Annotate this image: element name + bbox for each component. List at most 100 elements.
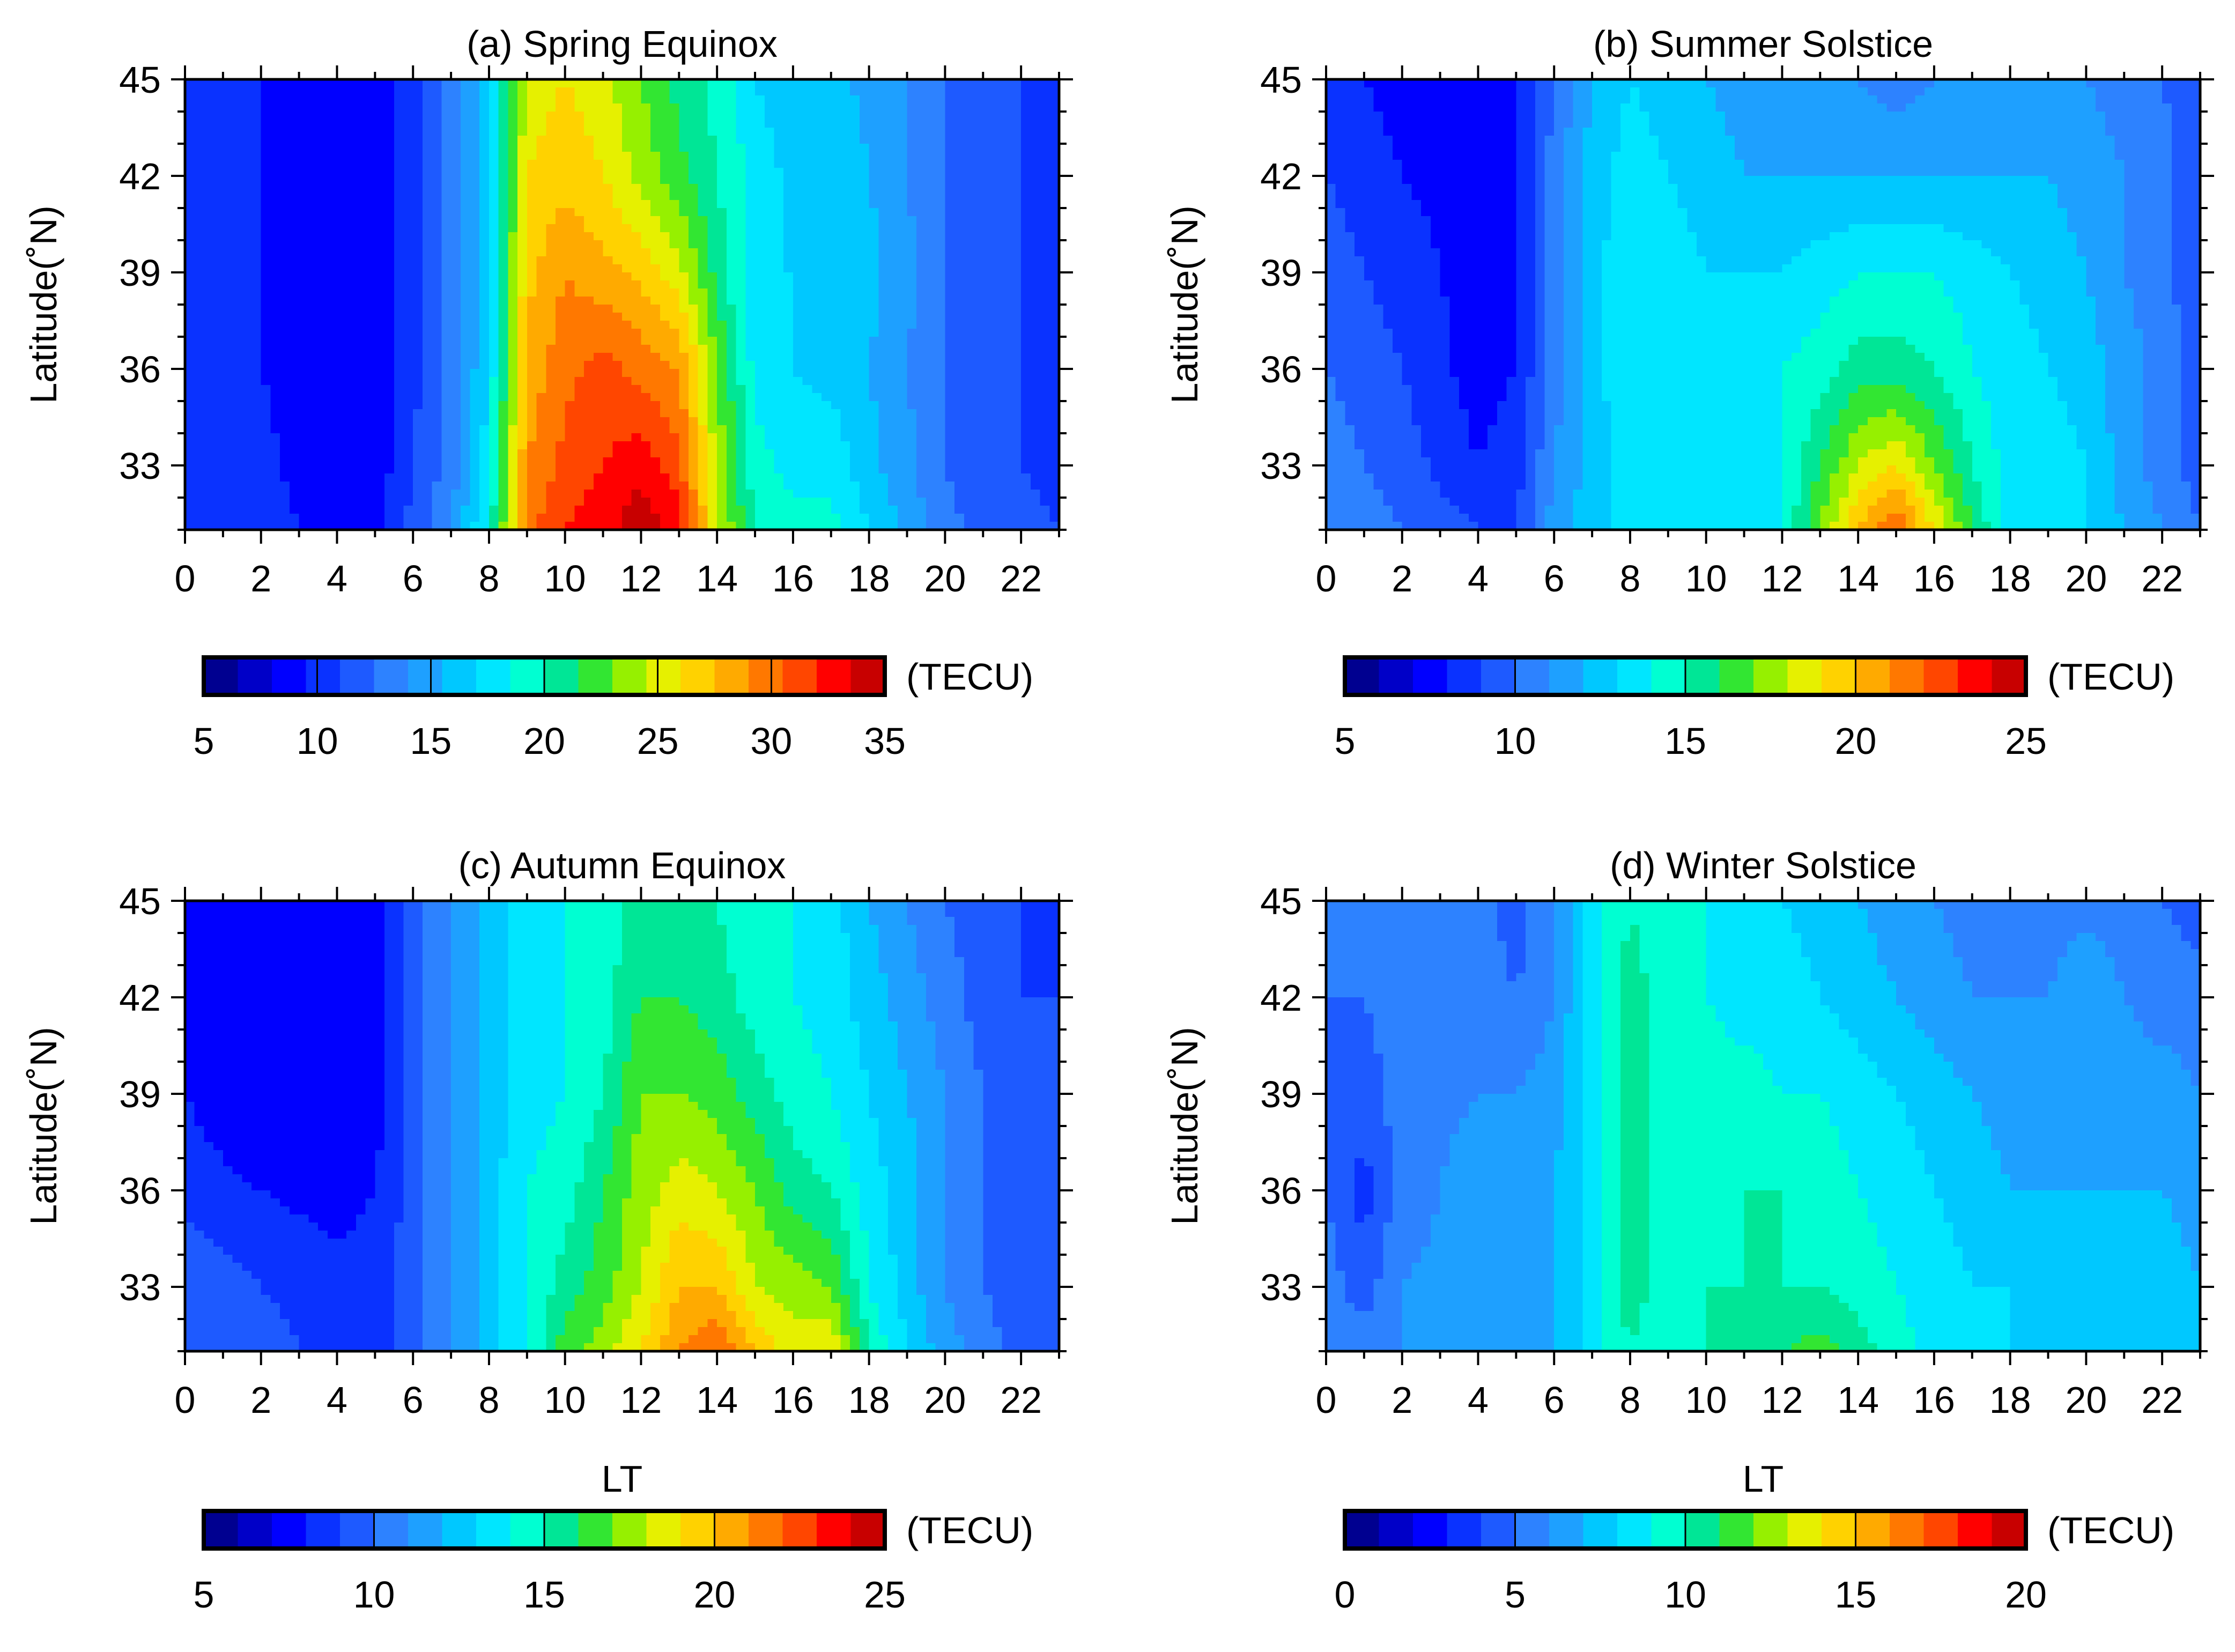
heatmap-cell bbox=[964, 176, 974, 184]
heatmap-cell bbox=[527, 353, 537, 361]
heatmap-cell bbox=[878, 224, 889, 233]
heatmap-cell bbox=[270, 449, 280, 458]
heatmap-cell bbox=[641, 297, 651, 305]
heatmap-cell bbox=[470, 184, 480, 192]
heatmap-cell bbox=[774, 441, 784, 450]
heatmap-cell bbox=[337, 441, 347, 450]
heatmap-cell bbox=[736, 506, 746, 514]
heatmap-cell bbox=[375, 144, 385, 152]
heatmap-cell bbox=[973, 144, 984, 152]
heatmap-cell bbox=[736, 184, 746, 192]
heatmap-cell bbox=[954, 345, 965, 353]
heatmap-cell bbox=[356, 481, 366, 490]
heatmap-cell bbox=[745, 232, 756, 241]
heatmap-cell bbox=[973, 369, 984, 377]
heatmap-cell bbox=[546, 144, 556, 152]
heatmap-cell bbox=[318, 176, 328, 184]
heatmap-cell bbox=[907, 128, 917, 136]
heatmap-cell bbox=[365, 136, 376, 144]
heatmap-cell bbox=[755, 136, 765, 144]
heatmap-cell bbox=[850, 425, 860, 434]
heatmap-cell bbox=[1049, 449, 1060, 458]
heatmap-cell bbox=[479, 176, 490, 184]
heatmap-cell bbox=[318, 160, 328, 168]
heatmap-cell bbox=[812, 79, 822, 88]
heatmap-cell bbox=[1021, 103, 1031, 112]
heatmap-cell bbox=[365, 264, 376, 273]
heatmap-cell bbox=[318, 441, 328, 450]
heatmap-cell bbox=[261, 490, 271, 498]
heatmap-cell bbox=[907, 168, 917, 176]
heatmap-cell bbox=[850, 417, 860, 426]
heatmap-cell bbox=[527, 103, 537, 112]
heatmap-cell bbox=[194, 481, 205, 490]
heatmap-cell bbox=[593, 490, 604, 498]
heatmap-cell bbox=[422, 473, 433, 482]
heatmap-cell bbox=[1049, 144, 1060, 152]
heatmap-cell bbox=[251, 514, 262, 522]
heatmap-cell bbox=[308, 457, 319, 466]
heatmap-cell bbox=[603, 112, 613, 120]
heatmap-cell bbox=[916, 232, 927, 241]
heatmap-cell bbox=[394, 288, 404, 297]
heatmap-cell bbox=[783, 288, 794, 297]
heatmap-cell bbox=[574, 337, 584, 345]
heatmap-cell bbox=[954, 433, 965, 442]
heatmap-cell bbox=[641, 232, 651, 241]
heatmap-cell bbox=[622, 321, 632, 329]
heatmap-cell bbox=[422, 224, 433, 233]
heatmap-cell bbox=[280, 248, 290, 257]
heatmap-cell bbox=[812, 200, 822, 209]
heatmap-cell bbox=[707, 313, 717, 321]
heatmap-cell bbox=[251, 305, 262, 313]
heatmap-cell bbox=[261, 79, 271, 88]
heatmap-cell bbox=[204, 490, 214, 498]
heatmap-cell bbox=[973, 498, 984, 506]
heatmap-cell bbox=[261, 369, 271, 377]
heatmap-cell bbox=[280, 168, 290, 176]
heatmap-cell bbox=[669, 409, 680, 418]
heatmap-cell bbox=[869, 248, 879, 257]
heatmap-cell bbox=[489, 176, 499, 184]
heatmap-cell bbox=[299, 449, 309, 458]
heatmap-cell bbox=[261, 248, 271, 257]
heatmap-cell bbox=[812, 224, 822, 233]
heatmap-cell bbox=[774, 280, 784, 289]
heatmap-cell bbox=[451, 449, 461, 458]
heatmap-cell bbox=[460, 232, 471, 241]
heatmap-cell bbox=[546, 377, 556, 386]
heatmap-cell bbox=[489, 152, 499, 160]
heatmap-cell bbox=[707, 248, 717, 257]
heatmap-cell bbox=[859, 417, 870, 426]
heatmap-cell bbox=[470, 337, 480, 345]
heatmap-cell bbox=[745, 240, 756, 249]
heatmap-cell bbox=[508, 498, 518, 506]
heatmap-cell bbox=[185, 160, 195, 168]
heatmap-cell bbox=[669, 377, 680, 386]
heatmap-cell bbox=[308, 184, 319, 192]
heatmap-cell bbox=[213, 103, 224, 112]
heatmap-cell bbox=[346, 95, 357, 104]
heatmap-cell bbox=[584, 321, 594, 329]
heatmap-cell bbox=[204, 95, 214, 104]
heatmap-cell bbox=[232, 337, 243, 345]
heatmap-cell bbox=[413, 95, 423, 104]
heatmap-cell bbox=[375, 112, 385, 120]
heatmap-cell bbox=[612, 465, 623, 474]
heatmap-cell bbox=[555, 95, 566, 104]
heatmap-cell bbox=[204, 200, 214, 209]
heatmap-cell bbox=[660, 401, 670, 410]
heatmap-cell bbox=[707, 321, 717, 329]
heatmap-cell bbox=[299, 514, 309, 522]
heatmap-cell bbox=[840, 353, 851, 361]
heatmap-cell bbox=[783, 473, 794, 482]
heatmap-cell bbox=[964, 506, 974, 514]
heatmap-cell bbox=[327, 136, 338, 144]
heatmap-cell bbox=[194, 232, 205, 241]
heatmap-cell bbox=[1040, 95, 1050, 104]
heatmap-cell bbox=[897, 168, 908, 176]
heatmap-cell bbox=[736, 208, 746, 217]
heatmap-cell bbox=[935, 337, 946, 345]
heatmap-cell bbox=[622, 297, 632, 305]
heatmap-cell bbox=[394, 128, 404, 136]
